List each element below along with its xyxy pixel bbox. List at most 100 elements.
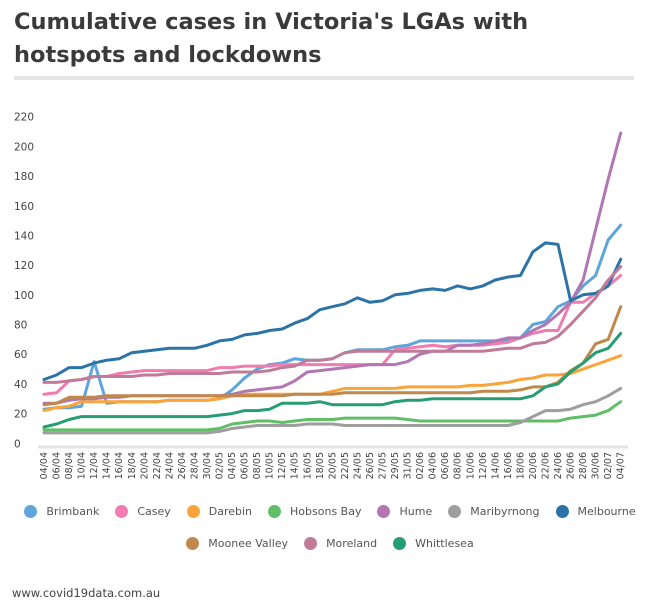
legend-item-hobsons-bay[interactable]: Hobsons Bay [268, 505, 361, 518]
x-tick-label: 14/04 [102, 452, 113, 479]
legend-item-casey[interactable]: Casey [115, 505, 171, 518]
y-tick-label: 60 [14, 349, 27, 361]
legend-row-2: Moonee Valley Moreland Whittlesea [0, 537, 660, 550]
x-tick-label: 24/04 [164, 452, 175, 479]
x-tick-label: 20/04 [139, 452, 150, 479]
chart-title: Cumulative cases in Victoria's LGAs with… [14, 9, 529, 68]
x-tick-label: 22/04 [152, 452, 163, 479]
x-tick-label: 18/05 [315, 452, 326, 479]
x-tick-label: 06/04 [52, 452, 63, 479]
x-tick-label: 14/05 [290, 452, 301, 479]
legend-item-whittlesea[interactable]: Whittlesea [393, 537, 474, 550]
y-tick-label: 80 [14, 320, 27, 332]
x-tick-label: 10/05 [265, 452, 276, 479]
legend-item-hume[interactable]: Hume [377, 505, 432, 518]
x-tick-label: 31/05 [403, 452, 414, 479]
x-tick-label: 20/06 [528, 452, 539, 479]
legend-label: Maribyrnong [470, 505, 540, 518]
legend-label: Hume [399, 505, 433, 518]
legend-swatch-icon [555, 505, 569, 518]
x-tick-label: 16/04 [114, 452, 125, 479]
y-tick-label: 220 [14, 112, 34, 124]
legend-swatch-icon [268, 505, 282, 518]
legend-label: Whittlesea [415, 537, 474, 550]
x-tick-label: 10/06 [465, 452, 476, 479]
x-tick-label: 02/05 [215, 452, 226, 479]
legend-label: Darebin [208, 505, 253, 518]
legend-item-brimbank[interactable]: Brimbank [24, 505, 99, 518]
legend-swatch-icon [393, 537, 407, 550]
x-tick-label: 16/06 [503, 452, 514, 479]
x-tick-label: 22/06 [540, 452, 551, 479]
x-tick-label: 27/05 [377, 452, 388, 479]
x-tick-label: 28/06 [578, 452, 589, 479]
legend-swatch-icon [186, 537, 200, 550]
y-tick-label: 20 [14, 409, 27, 421]
legend-swatch-icon [448, 505, 462, 518]
source-footer: www.covid19data.com.au [12, 586, 161, 600]
x-tick-label: 30/06 [591, 452, 602, 479]
y-tick-label: 160 [14, 201, 34, 213]
x-tick-label: 29/05 [390, 452, 401, 479]
x-tick-label: 24/06 [553, 452, 564, 479]
legend-swatch-icon [377, 505, 391, 518]
title-divider [14, 76, 634, 80]
legend-item-moonee-valley[interactable]: Moonee Valley [186, 537, 288, 550]
x-tick-label: 04/06 [428, 452, 439, 479]
series-line-melbourne [42, 241, 623, 381]
x-tick-label: 10/04 [77, 452, 88, 479]
legend-label: Moreland [326, 537, 378, 550]
x-tick-label: 08/06 [453, 452, 464, 479]
x-tick-label: 04/07 [616, 452, 627, 479]
x-tick-label: 20/05 [327, 452, 338, 479]
x-tick-label: 28/04 [189, 452, 200, 479]
x-tick-label: 06/05 [240, 452, 251, 479]
x-tick-label: 16/05 [302, 452, 313, 479]
series-line-moonee-valley [42, 305, 623, 407]
legend-row-1: Brimbank Casey Darebin Hobsons Bay Hume Marib… [0, 505, 660, 518]
legend-label: Hobsons Bay [290, 505, 362, 518]
x-tick-label: 18/06 [515, 452, 526, 479]
y-tick-label: 140 [14, 230, 34, 242]
x-tick-label: 12/06 [478, 452, 489, 479]
x-tick-label: 22/05 [340, 452, 351, 479]
legend-item-melbourne[interactable]: Melbourne [555, 505, 636, 518]
series-line-darebin [42, 354, 623, 413]
y-tick-label: 120 [14, 260, 34, 272]
legend-label: Moonee Valley [208, 537, 289, 550]
series-line-whittlesea [42, 331, 623, 429]
legend-item-darebin[interactable]: Darebin [186, 505, 253, 518]
y-tick-label: 0 [14, 438, 21, 450]
y-tick-label: 200 [14, 141, 34, 153]
x-tick-label: 26/04 [177, 452, 188, 479]
legend-swatch-icon [186, 505, 200, 518]
x-tick-label: 26/05 [365, 452, 376, 479]
legend-label: Casey [137, 505, 171, 518]
x-tick-label: 12/04 [89, 452, 100, 479]
legend-label: Melbourne [577, 505, 636, 518]
x-tick-label: 02/06 [415, 452, 426, 479]
legend-label: Brimbank [46, 505, 100, 518]
x-tick-label: 02/07 [603, 452, 614, 479]
x-tick-label: 08/05 [252, 452, 263, 479]
y-tick-label: 100 [14, 290, 34, 302]
x-tick-label: 08/04 [64, 452, 75, 479]
x-tick-label: 12/05 [277, 452, 288, 479]
legend-swatch-icon [24, 505, 38, 518]
series-line-moreland [42, 265, 623, 384]
x-tick-label: 04/04 [39, 452, 50, 479]
x-tick-label: 06/06 [440, 452, 451, 479]
x-tick-label: 14/06 [490, 452, 501, 479]
x-tick-label: 26/06 [566, 452, 577, 479]
line-chart: 0 20 40 60 80 100 120 140 160 180 200 220 04/04 06/04… [14, 112, 628, 479]
legend-swatch-icon [115, 505, 129, 518]
x-tick-label: 24/05 [352, 452, 363, 479]
series-line-maribyrnong [42, 386, 623, 435]
y-tick-label: 180 [14, 171, 34, 183]
legend-item-maribyrnong[interactable]: Maribyrnong [448, 505, 540, 518]
x-tick-label: 18/04 [127, 452, 138, 479]
y-tick-label: 40 [14, 379, 27, 391]
x-tick-label: 04/05 [227, 452, 238, 479]
series-line-hume [42, 131, 623, 405]
legend-item-moreland[interactable]: Moreland [304, 537, 377, 550]
